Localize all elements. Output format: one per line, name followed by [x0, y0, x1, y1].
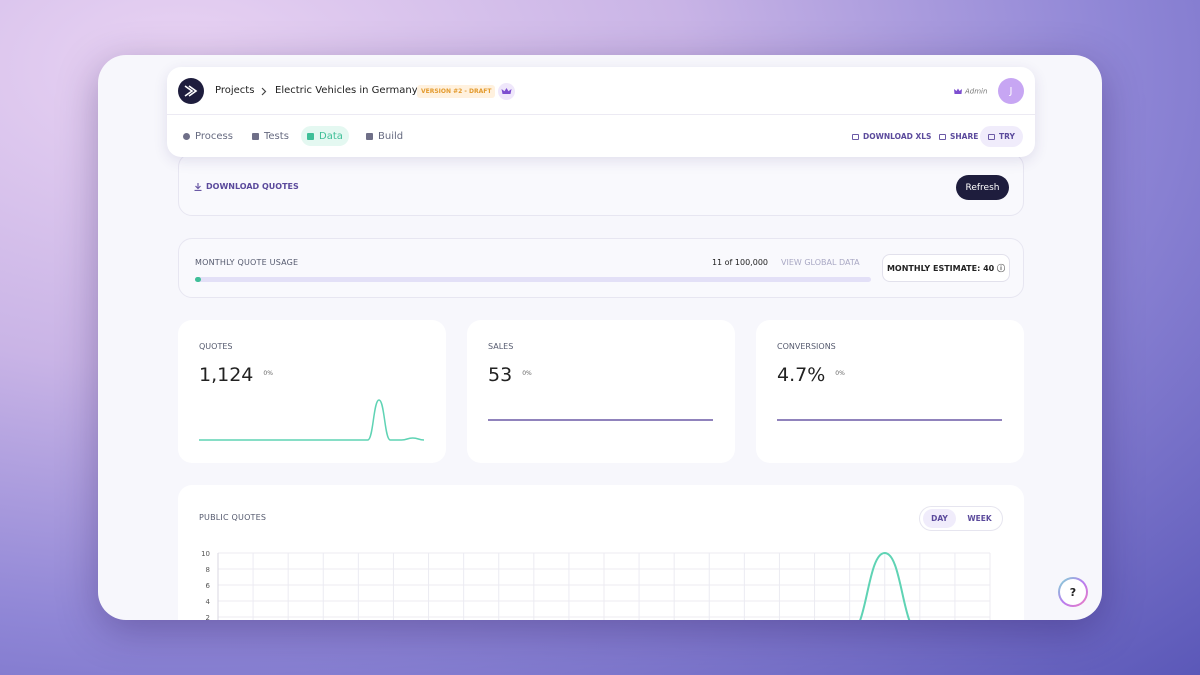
logo[interactable]	[178, 78, 204, 104]
download-quotes[interactable]: DOWNLOAD QUOTES	[206, 182, 299, 191]
action[interactable]: TRY	[980, 126, 1023, 147]
stat-value: 1,124	[199, 364, 254, 386]
avatar[interactable]: J	[998, 78, 1024, 104]
stat-value: 4.7%	[777, 364, 826, 386]
sparkline-path	[199, 399, 425, 441]
tab-label: Data	[319, 130, 343, 142]
line-chart: 2 4 6 8 10	[201, 550, 991, 620]
toolbar-card: DOWNLOAD QUOTES Refresh	[178, 153, 1024, 216]
refresh-button[interactable]: Refresh	[956, 175, 1009, 200]
stat-row: 53 0%	[488, 364, 532, 386]
estimate-text: MONTHLY ESTIMATE: 40	[886, 263, 995, 273]
action-label: SHARE	[950, 132, 979, 141]
toggle-option[interactable]: WEEK	[967, 514, 992, 523]
y-tick-label: 2	[206, 614, 210, 620]
view-global-data[interactable]: VIEW GLOBAL DATA	[781, 258, 860, 267]
chevron	[261, 87, 267, 96]
crown-icon	[954, 88, 962, 94]
help-ring: ?	[1058, 577, 1088, 607]
y-tick-label: 6	[206, 582, 211, 590]
stat-change: 0%	[522, 370, 532, 377]
action-label: TRY	[999, 132, 1015, 141]
tab-label: Process	[195, 130, 233, 142]
app-window: DOWNLOAD QUOTES Refresh MONTHLY QUOTE US…	[98, 55, 1102, 620]
stat-value: 53	[488, 364, 513, 386]
action-icon	[939, 133, 946, 140]
tab-icon	[252, 132, 259, 140]
tab-label: Tests	[264, 130, 289, 142]
download-icon	[194, 183, 202, 191]
stat-label: CONVERSIONS	[777, 342, 836, 351]
stat-row: 1,124 0%	[199, 364, 273, 386]
toggle-option[interactable]: DAY	[923, 509, 956, 528]
tab-icon	[183, 132, 190, 140]
action[interactable]: DOWNLOAD XLS	[844, 126, 939, 147]
usage-count: 11 of 100,000	[711, 258, 768, 267]
tab-label: Build	[378, 130, 404, 142]
role: Admin	[965, 87, 988, 96]
tab[interactable]: Process	[179, 126, 239, 146]
premium-badge	[498, 83, 515, 100]
divider	[167, 114, 1035, 115]
monthly-estimate[interactable]: MONTHLY ESTIMATE: 40 ⓘ	[882, 254, 1010, 282]
tab[interactable]: Data	[301, 126, 349, 146]
usage-card: MONTHLY QUOTE USAGE 11 of 100,000 VIEW G…	[178, 238, 1024, 298]
tab[interactable]: Tests	[248, 126, 295, 146]
sparkline	[488, 419, 713, 421]
sparkline	[777, 419, 1002, 421]
chart-title: PUBLIC QUOTES	[199, 513, 267, 522]
usage-track	[195, 277, 871, 282]
action-label: DOWNLOAD XLS	[863, 132, 932, 141]
stat-change: 0%	[263, 370, 273, 377]
y-tick-label: 4	[206, 598, 211, 606]
range-toggle: DAY WEEK	[919, 506, 1003, 531]
tab-icon	[366, 132, 373, 140]
stat-row: 4.7% 0%	[777, 364, 845, 386]
line-series	[859, 551, 911, 620]
stat-label: SALES	[488, 342, 514, 351]
version-badge: VERSION #2 - DRAFT	[417, 85, 496, 98]
usage-label: MONTHLY QUOTE USAGE	[195, 258, 299, 267]
action-icon	[852, 133, 859, 140]
project-name: Electric Vehicles in Germany	[275, 85, 418, 96]
stat-card: CONVERSIONS 4.7% 0%	[756, 320, 1024, 463]
chart-card: PUBLIC QUOTES DAY WEEK 2 4 6 8 10	[178, 485, 1024, 620]
breadcrumb-root[interactable]: Projects	[215, 85, 255, 96]
tab-icon	[307, 132, 314, 140]
tab[interactable]: Build	[362, 126, 409, 146]
action-icon	[988, 133, 995, 140]
stat-card: QUOTES 1,124 0%	[178, 320, 446, 463]
y-tick-label: 10	[201, 550, 210, 558]
y-tick-label: 8	[206, 566, 210, 574]
usage-fill	[195, 277, 201, 282]
help-button[interactable]: ?	[1060, 579, 1086, 605]
action[interactable]: SHARE	[931, 126, 986, 147]
stat-label: QUOTES	[199, 342, 233, 351]
header-card: Projects Electric Vehicles in Germany VE…	[167, 67, 1035, 157]
sparkline	[199, 399, 425, 441]
info-icon: ⓘ	[997, 263, 1006, 273]
stat-change: 0%	[835, 370, 845, 377]
stat-card: SALES 53 0%	[467, 320, 735, 463]
